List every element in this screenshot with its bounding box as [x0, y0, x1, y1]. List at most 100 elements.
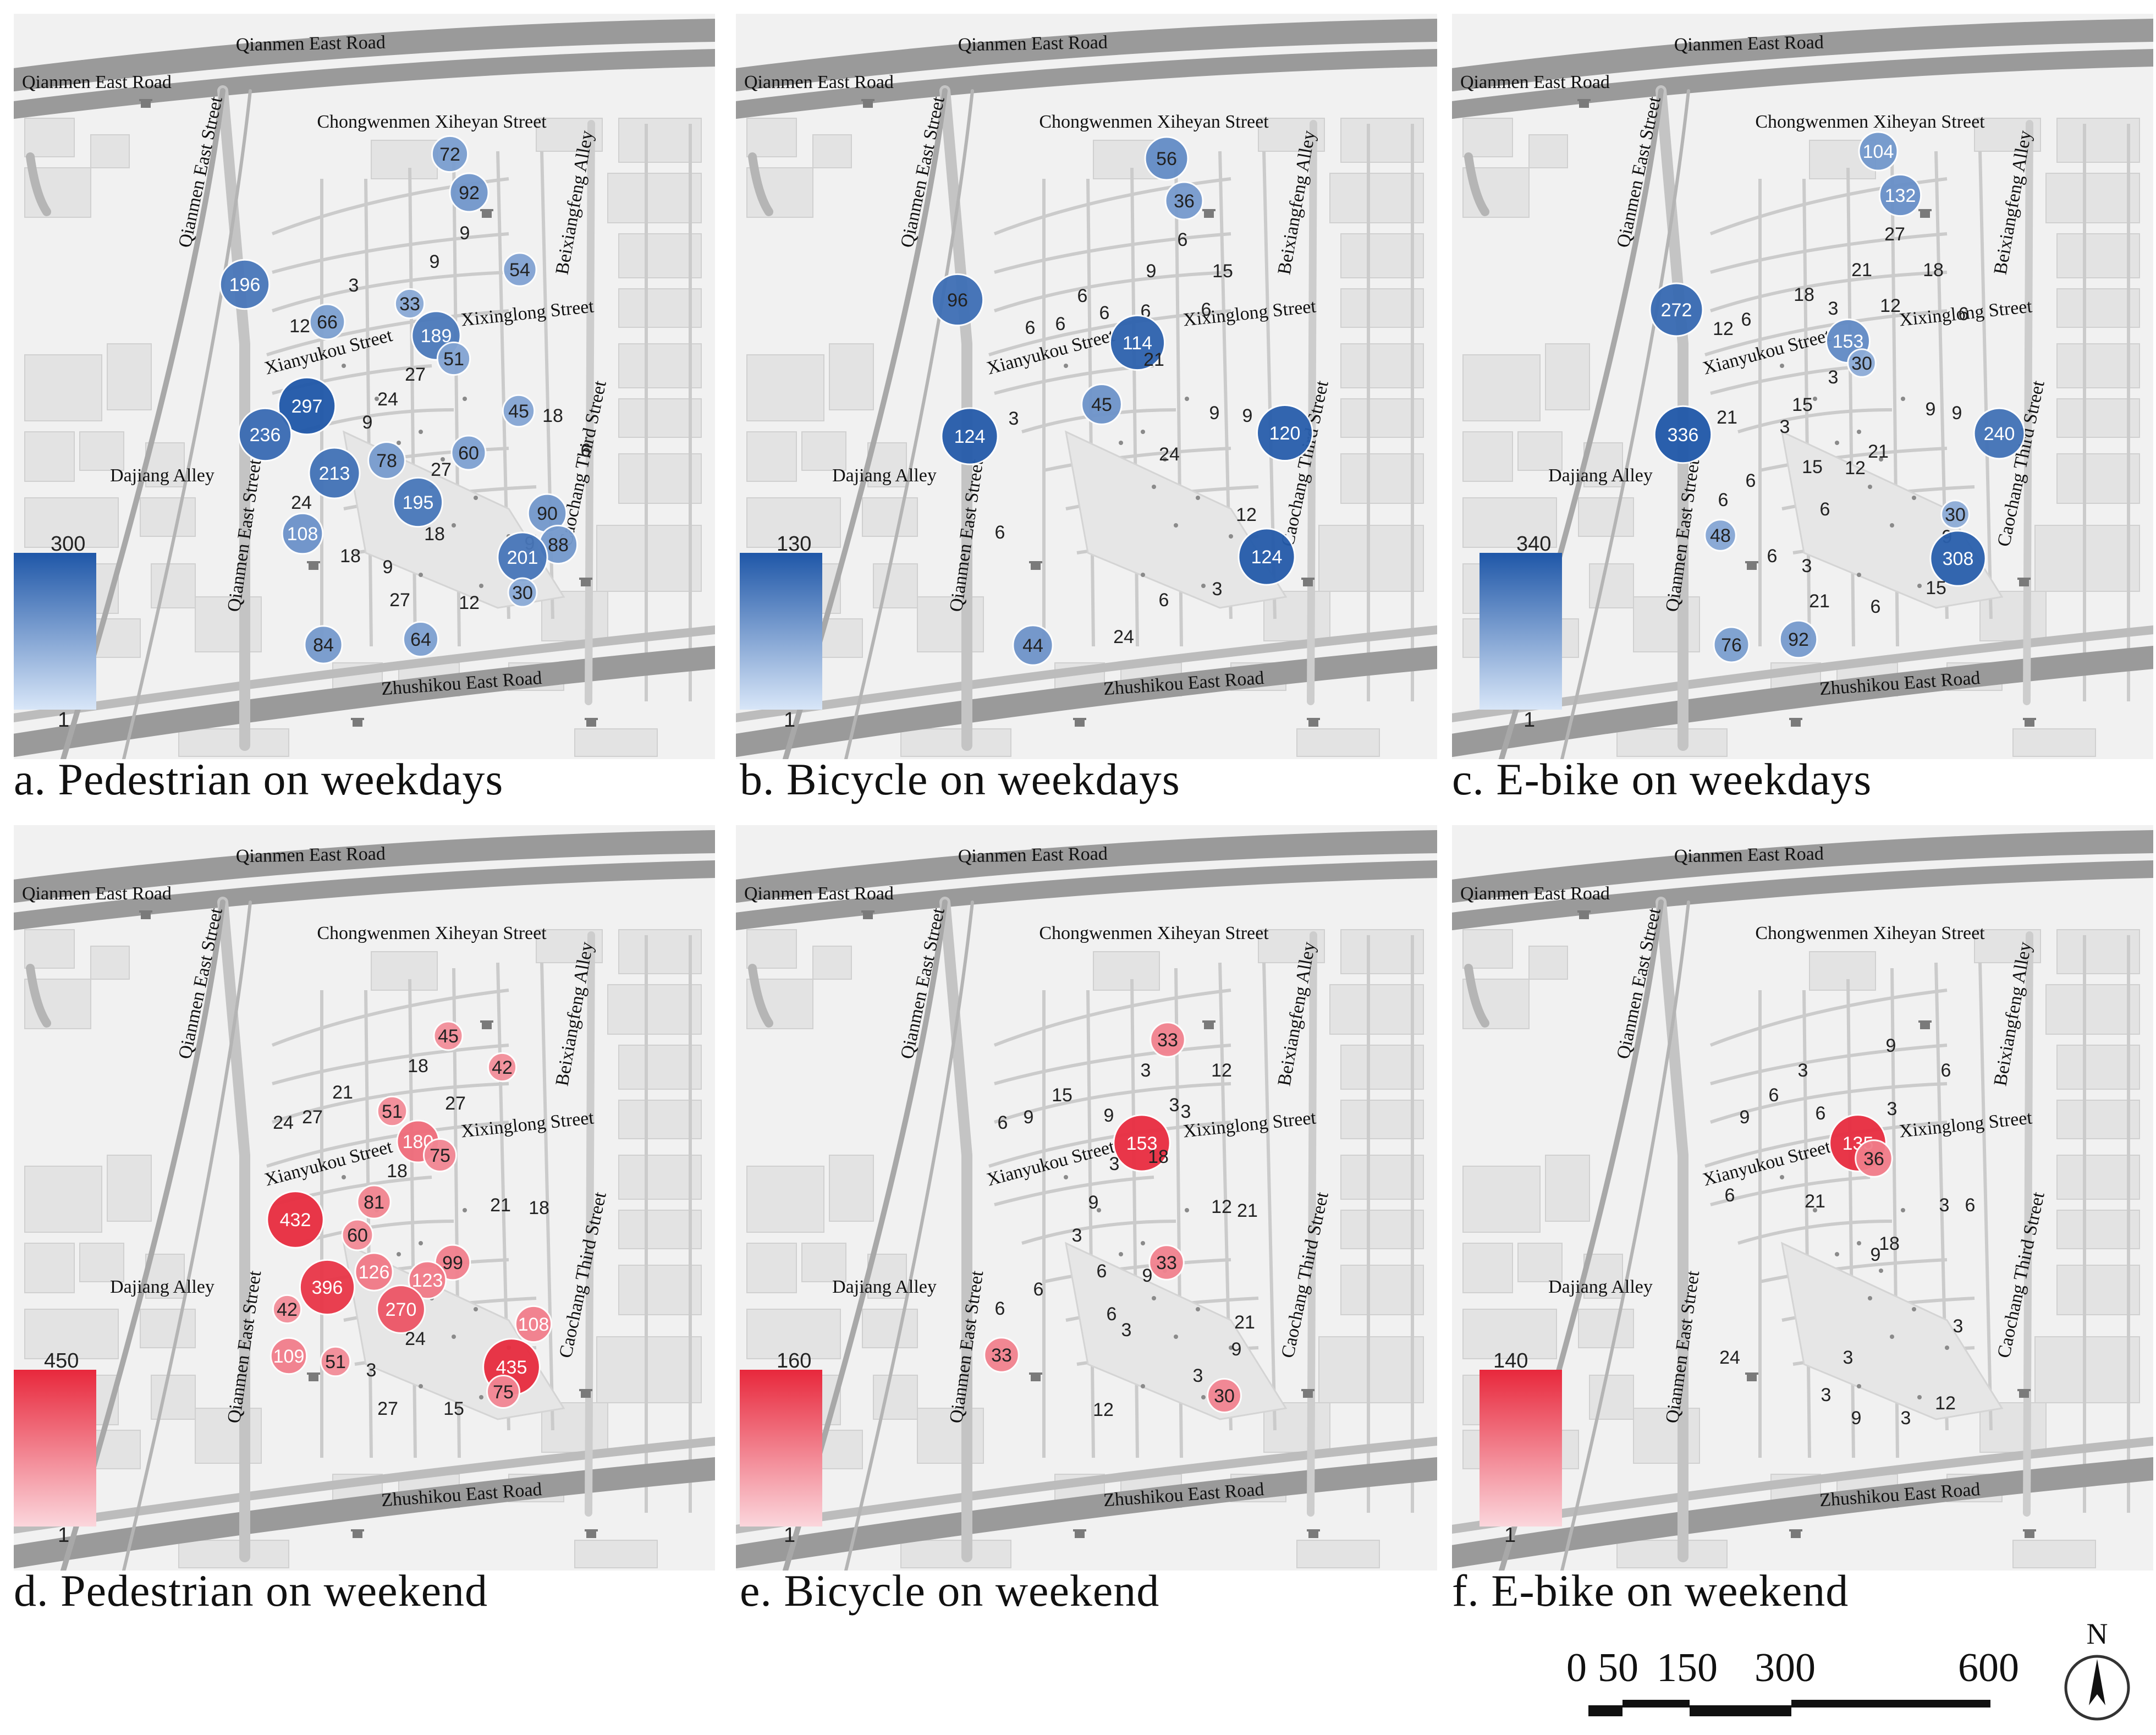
flow-node-value: 114	[1123, 333, 1152, 354]
flow-node-value: 6	[1959, 304, 1969, 325]
flow-node: 27	[445, 1093, 466, 1114]
flow-node: 6	[995, 522, 1005, 543]
road-label-qianmen-east-road-top: Qianmen East Road	[958, 844, 1108, 867]
flow-node-value: 27	[405, 364, 426, 385]
landmark-icon	[351, 718, 364, 727]
flow-node-circle	[1713, 626, 1750, 663]
flow-node-value: 24	[1113, 627, 1134, 647]
flow-node-value: 60	[458, 443, 479, 464]
flow-node-circle	[931, 273, 985, 327]
legend-min-b: 1	[784, 709, 796, 732]
flow-node-circle	[356, 1184, 392, 1220]
map-panel-d: Qianmen East Road Qianmen East Road Chongw…	[14, 825, 715, 1571]
flow-node-value: 27	[389, 590, 410, 611]
flow-node: 30	[1847, 348, 1877, 378]
flow-node-value: 270	[386, 1299, 417, 1320]
landmark-icon	[1577, 99, 1591, 108]
flow-node-circle	[1929, 530, 1987, 587]
flow-node-value: 195	[403, 492, 434, 513]
road-label-chongwenmen: Chongwenmen Xiheyan Street	[1755, 923, 1985, 943]
plaza-area	[1781, 1242, 2004, 1420]
flow-node-value: 3	[1828, 367, 1839, 388]
flow-node: 44	[1012, 624, 1054, 666]
flow-node-circle	[1113, 1114, 1171, 1172]
flow-node-value: 3	[1901, 1408, 1911, 1429]
flow-node-circle	[299, 1259, 356, 1316]
flow-node: 6	[1178, 229, 1188, 250]
flow-node-circle	[1238, 528, 1296, 586]
flow-node-value: 123	[412, 1270, 443, 1291]
flow-node-value: 30	[512, 583, 533, 603]
legend-bar-b	[740, 553, 822, 710]
flow-node: 33	[1148, 1244, 1185, 1281]
flow-node: 3	[1939, 1195, 1950, 1216]
flow-node-value: 6	[1741, 309, 1752, 330]
flow-node-value: 3	[1193, 1365, 1203, 1386]
major-roads	[14, 19, 715, 759]
flow-node-value: 3	[1828, 298, 1839, 319]
road-label-qianmen-east-road-top: Qianmen East Road	[236, 32, 386, 56]
landmark-icon	[1073, 1529, 1086, 1538]
major-roads	[736, 830, 1437, 1571]
flow-node-circle	[1878, 173, 1922, 217]
flow-node: 24	[1113, 627, 1134, 647]
flow-node-circle	[1973, 407, 2026, 460]
scale-label-600: 600	[1958, 1645, 2019, 1690]
flow-node-value: 12	[1713, 319, 1734, 339]
flow-node: 18	[408, 1056, 428, 1077]
flow-node-value: 240	[1984, 424, 2015, 444]
landmark-icon	[1301, 1389, 1314, 1398]
flow-node-circle	[408, 1260, 447, 1300]
road-label-qianmen-east-road-left: Qianmen East Road	[1460, 883, 1610, 904]
flow-node: 6	[1871, 596, 1881, 617]
flow-node: 3	[1802, 556, 1812, 576]
flow-node: 27	[302, 1107, 323, 1128]
flow-node-circle	[1847, 348, 1877, 378]
plaza-area	[1065, 430, 1288, 609]
flow-node: 6	[1725, 1185, 1735, 1206]
legend-max-d: 450	[44, 1349, 79, 1372]
road-label-chongwenmen: Chongwenmen Xiheyan Street	[317, 923, 547, 943]
flow-node-value: 15	[1802, 457, 1823, 477]
flow-node: 3	[1780, 416, 1790, 437]
road-label-qianmen-east-road-top: Qianmen East Road	[1674, 844, 1824, 867]
flow-node-circle	[308, 447, 361, 499]
landmark-icon	[861, 910, 875, 919]
flow-node: 6	[1959, 304, 1969, 325]
flow-node-value: 336	[1668, 425, 1699, 446]
flow-node-value: 42	[277, 1299, 298, 1320]
flow-node: 12	[459, 592, 480, 613]
flow-node-value: 3	[1939, 1195, 1950, 1216]
road-label-qianmen-east-road-left: Qianmen East Road	[22, 883, 172, 904]
flow-node-value: 30	[1851, 353, 1872, 374]
flow-node: 15	[1212, 261, 1233, 282]
flow-node: 30	[507, 577, 538, 608]
flow-node-value: 3	[1141, 1060, 1151, 1081]
flow-node: 27	[1884, 224, 1905, 245]
legend-max-f: 140	[1493, 1349, 1528, 1372]
flow-node-value: 18	[1148, 1146, 1169, 1167]
flow-node-value: 153	[1833, 331, 1864, 352]
flow-node-value: 12	[289, 316, 310, 337]
flow-node: 104	[1858, 131, 1899, 172]
flow-node-value: 6	[1178, 229, 1188, 250]
landmark-icon	[585, 1529, 598, 1538]
flow-node: 27	[405, 364, 426, 385]
flow-node-circle	[392, 476, 444, 528]
flow-node-value: 24	[291, 492, 312, 513]
flow-node: 12	[1236, 504, 1257, 525]
flow-node-value: 3	[1953, 1316, 1964, 1337]
flow-node-value: 3	[1212, 579, 1223, 600]
flow-node: 21	[1717, 407, 1737, 428]
flow-node-value: 9	[1851, 1408, 1862, 1429]
flow-node-circle	[1081, 383, 1123, 425]
flow-node: 6	[581, 440, 591, 461]
flow-node: 96	[931, 273, 985, 327]
flow-node-value: 108	[287, 524, 318, 545]
landmark-icon	[480, 209, 493, 218]
road-label-qianmen-east-road-top: Qianmen East Road	[1674, 32, 1824, 56]
flow-node-value: 3	[1181, 1101, 1191, 1122]
landmark-icon	[1202, 209, 1216, 218]
flow-node: 6	[1741, 309, 1752, 330]
road-label-chongwenmen: Chongwenmen Xiheyan Street	[317, 112, 547, 132]
